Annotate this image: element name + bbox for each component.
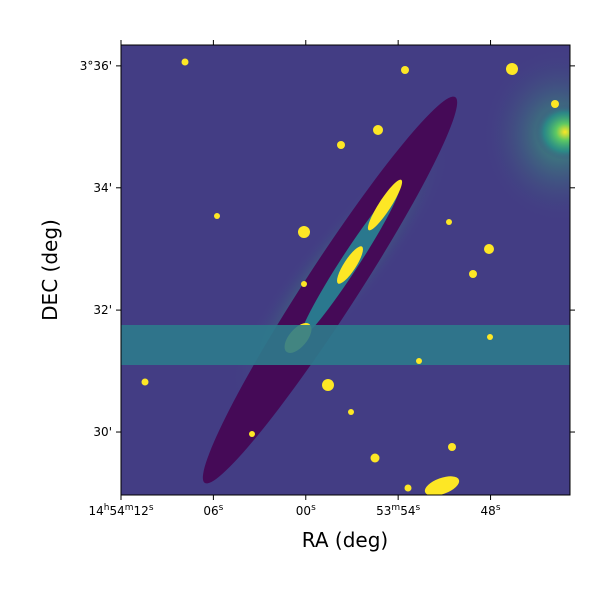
y-tick-label: 3°36'	[80, 59, 112, 73]
x-tick-label: 06s	[203, 503, 223, 518]
y-axis-label: DEC (deg)	[38, 219, 62, 321]
y-tick-label: 30'	[93, 425, 112, 439]
sky-image	[121, 45, 570, 495]
x-tick-label: 14h54m12s	[88, 503, 153, 518]
y-tick-label: 34'	[93, 181, 112, 195]
x-tick-label: 00s	[296, 503, 316, 518]
plot-frame	[120, 44, 571, 496]
x-tick-label: 53m54s	[376, 503, 420, 518]
y-tick-label: 32'	[93, 303, 112, 317]
x-tick-label: 48s	[481, 503, 501, 518]
x-axis-label: RA (deg)	[302, 528, 388, 552]
